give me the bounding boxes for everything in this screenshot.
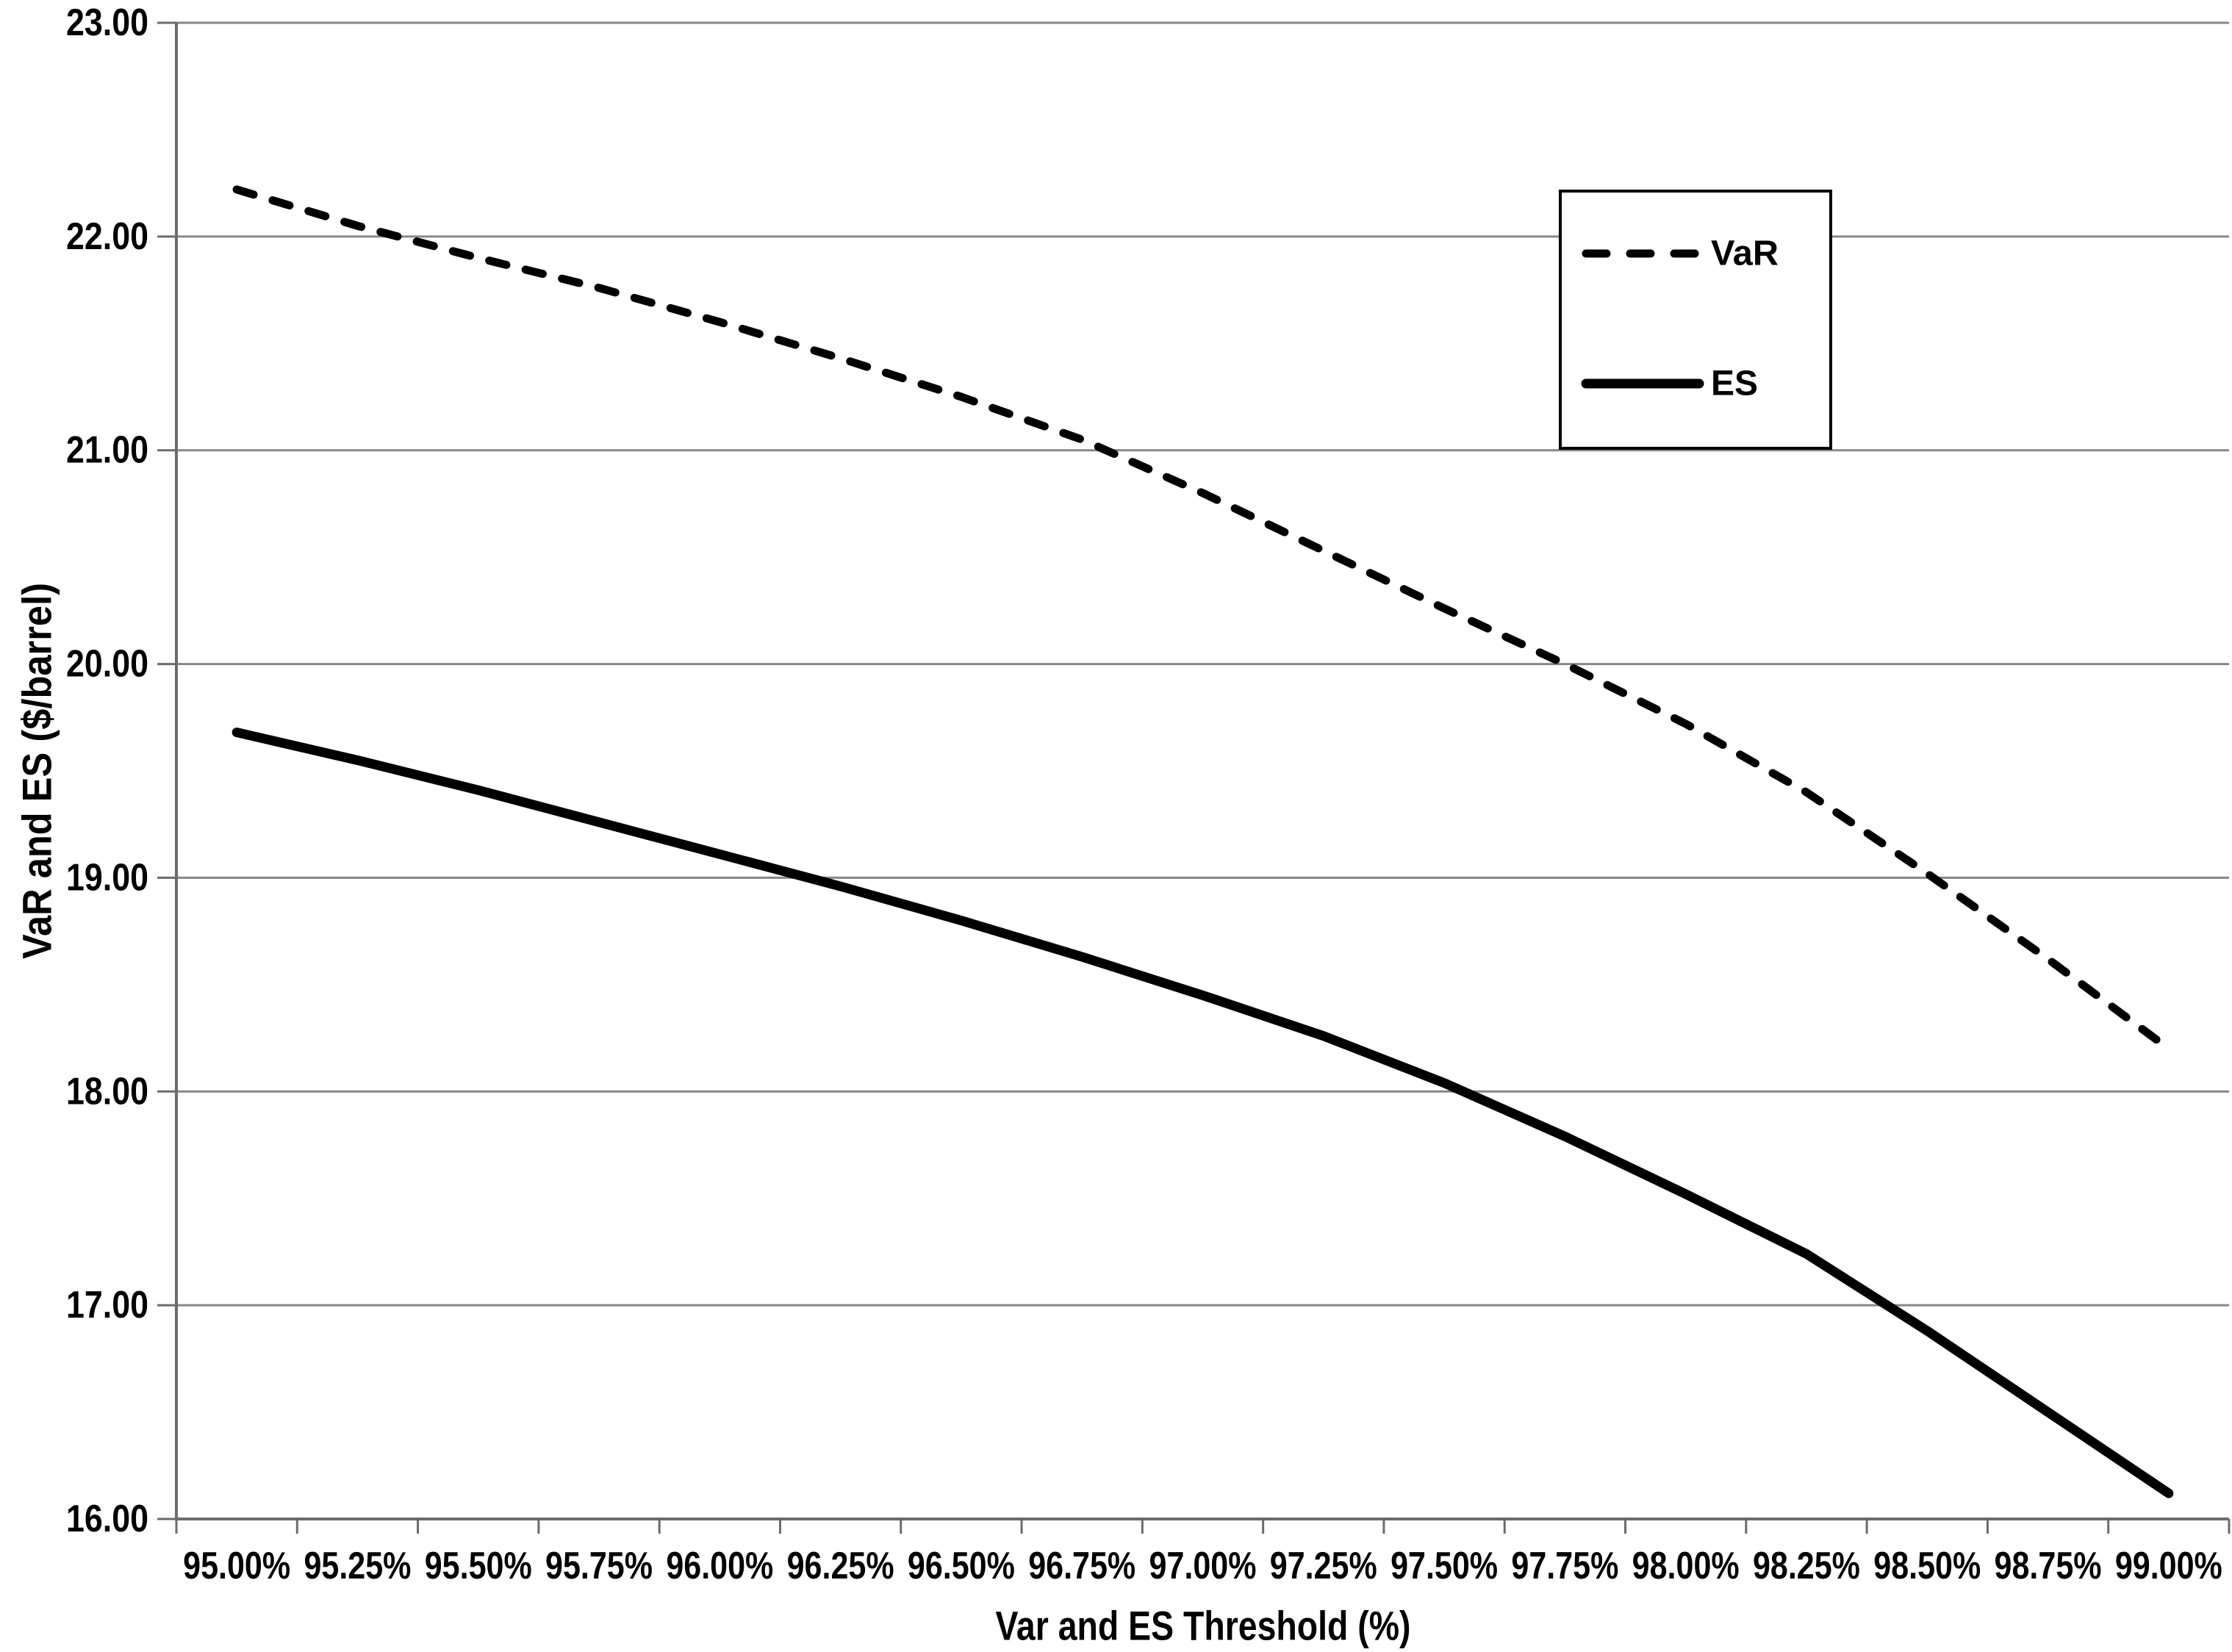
- x-tick-label: 98.50%: [1873, 1545, 1981, 1587]
- x-tick-label: 98.25%: [1753, 1545, 1860, 1587]
- x-tick-label: 95.50%: [425, 1545, 532, 1587]
- x-tick-label: 96.25%: [787, 1545, 894, 1587]
- legend: VaR ES: [1559, 190, 1832, 450]
- y-tick-label: 21.00: [66, 429, 148, 472]
- y-tick-label: 20.00: [66, 643, 148, 686]
- legend-box: [1559, 190, 1832, 450]
- gridlines: [176, 21, 2229, 1307]
- y-axis-title: VaR and ES ($/barrel): [14, 583, 60, 959]
- legend-var-label: VaR: [1711, 234, 1779, 273]
- y-axis-ticks: [157, 21, 176, 1520]
- x-tick-label: 99.00%: [2115, 1545, 2222, 1587]
- x-tick-label: 97.75%: [1511, 1545, 1618, 1587]
- x-axis-ticks: [175, 1519, 2231, 1534]
- y-tick-label: 22.00: [66, 215, 148, 258]
- x-tick-label: 95.25%: [304, 1545, 411, 1587]
- y-tick-label: 16.00: [66, 1498, 148, 1540]
- x-axis-tick-labels: 95.00% 95.25% 95.50% 95.75% 96.00% 96.25% 96.5…: [183, 1545, 2222, 1587]
- var-series-line: [232, 185, 2173, 1053]
- x-tick-label: 96.75%: [1028, 1545, 1135, 1587]
- y-tick-label: 19.00: [66, 856, 148, 899]
- legend-es-label: ES: [1711, 364, 1758, 403]
- x-tick-label: 98.75%: [1995, 1545, 2102, 1587]
- x-tick-label: 95.75%: [545, 1545, 653, 1587]
- x-tick-label: 96.00%: [666, 1545, 773, 1587]
- x-tick-label: 95.00%: [183, 1545, 290, 1587]
- y-tick-label: 17.00: [66, 1284, 148, 1326]
- y-tick-label: 18.00: [66, 1070, 148, 1113]
- x-tick-label: 96.50%: [908, 1545, 1015, 1587]
- x-axis-title: Var and ES Threshold (%): [996, 1603, 1411, 1649]
- es-series-line: [232, 728, 2174, 1498]
- x-tick-label: 97.00%: [1149, 1545, 1257, 1587]
- x-tick-label: 97.25%: [1270, 1545, 1377, 1587]
- x-tick-label: 97.50%: [1390, 1545, 1498, 1587]
- y-axis-tick-labels: 16.00 17.00 18.00 19.00 20.00 21.00 22.00 23.00: [66, 1, 148, 1540]
- x-tick-label: 98.00%: [1632, 1545, 1740, 1587]
- y-tick-label: 23.00: [66, 1, 148, 44]
